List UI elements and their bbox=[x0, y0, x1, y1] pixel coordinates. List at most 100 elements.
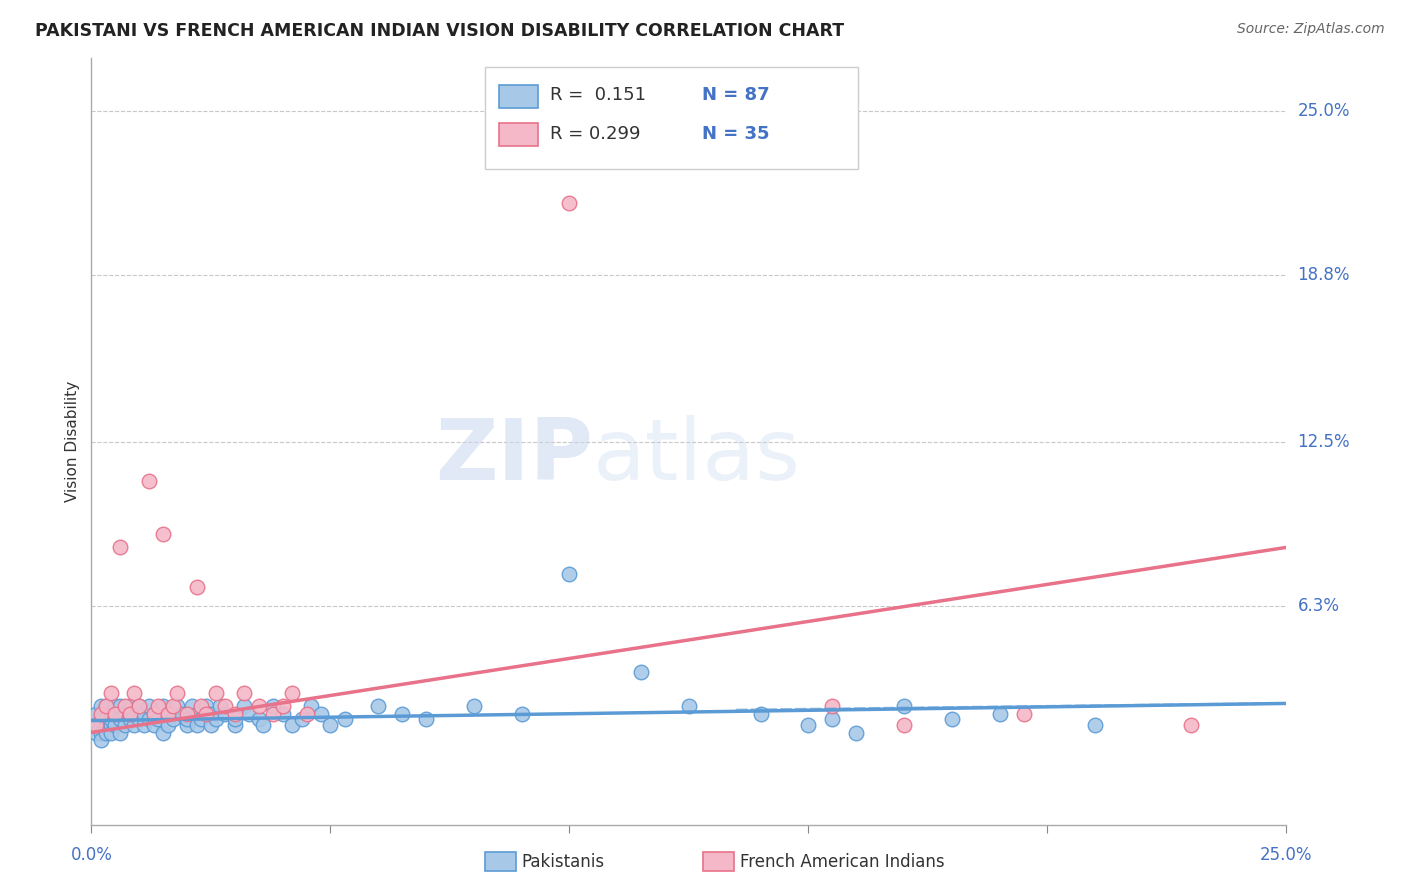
Text: 0.0%: 0.0% bbox=[70, 847, 112, 864]
Point bbox=[186, 706, 208, 721]
Point bbox=[299, 699, 322, 714]
Point bbox=[558, 566, 581, 581]
Point bbox=[333, 712, 356, 726]
Point bbox=[156, 706, 179, 721]
Point bbox=[271, 699, 294, 714]
Point bbox=[108, 712, 131, 726]
Point bbox=[128, 699, 150, 714]
Point bbox=[510, 706, 533, 721]
Point bbox=[1180, 717, 1202, 731]
Text: N = 35: N = 35 bbox=[702, 125, 769, 143]
Point bbox=[108, 725, 131, 739]
Point bbox=[176, 717, 198, 731]
Point bbox=[94, 712, 117, 726]
Text: 18.8%: 18.8% bbox=[1298, 266, 1350, 284]
Point bbox=[893, 699, 915, 714]
Point bbox=[94, 725, 117, 739]
Text: Source: ZipAtlas.com: Source: ZipAtlas.com bbox=[1237, 22, 1385, 37]
Text: French American Indians: French American Indians bbox=[740, 853, 945, 871]
Point bbox=[262, 706, 284, 721]
Point bbox=[367, 699, 389, 714]
Point bbox=[124, 717, 146, 731]
Point bbox=[309, 706, 332, 721]
Point bbox=[108, 699, 131, 714]
Point bbox=[463, 699, 485, 714]
Text: 25.0%: 25.0% bbox=[1260, 847, 1313, 864]
Text: Pakistanis: Pakistanis bbox=[522, 853, 605, 871]
Point bbox=[204, 712, 226, 726]
Point bbox=[152, 699, 174, 714]
Point bbox=[84, 725, 107, 739]
Point bbox=[749, 706, 772, 721]
Point bbox=[186, 580, 208, 594]
Point bbox=[90, 699, 112, 714]
Point bbox=[893, 717, 915, 731]
Point bbox=[132, 717, 155, 731]
Point bbox=[295, 706, 318, 721]
Text: PAKISTANI VS FRENCH AMERICAN INDIAN VISION DISABILITY CORRELATION CHART: PAKISTANI VS FRENCH AMERICAN INDIAN VISI… bbox=[35, 22, 844, 40]
Point bbox=[100, 717, 122, 731]
Point bbox=[186, 717, 208, 731]
Point bbox=[845, 725, 868, 739]
Point bbox=[90, 717, 112, 731]
Point bbox=[84, 717, 107, 731]
Point bbox=[156, 706, 179, 721]
Point bbox=[233, 686, 256, 700]
Point bbox=[166, 686, 188, 700]
Point bbox=[1084, 717, 1107, 731]
Point bbox=[118, 712, 141, 726]
Point bbox=[114, 717, 136, 731]
Point bbox=[132, 706, 155, 721]
Text: R =  0.151: R = 0.151 bbox=[550, 87, 645, 104]
Point bbox=[391, 706, 413, 721]
Text: atlas: atlas bbox=[593, 416, 801, 499]
Y-axis label: Vision Disability: Vision Disability bbox=[65, 381, 80, 502]
Point bbox=[142, 706, 165, 721]
Point bbox=[821, 712, 844, 726]
Point bbox=[176, 712, 198, 726]
Point bbox=[94, 699, 117, 714]
Point bbox=[281, 717, 304, 731]
Point bbox=[558, 196, 581, 211]
Point bbox=[108, 541, 131, 555]
Point bbox=[148, 699, 170, 714]
Point bbox=[94, 717, 117, 731]
Point bbox=[162, 712, 184, 726]
Point bbox=[224, 706, 246, 721]
Point bbox=[200, 706, 222, 721]
Point bbox=[209, 699, 232, 714]
Point bbox=[166, 699, 188, 714]
Text: 12.5%: 12.5% bbox=[1298, 433, 1350, 450]
Point bbox=[247, 712, 270, 726]
Point bbox=[84, 706, 107, 721]
Point bbox=[262, 699, 284, 714]
Point bbox=[162, 699, 184, 714]
Point bbox=[291, 712, 314, 726]
Point bbox=[678, 699, 700, 714]
Point bbox=[138, 474, 160, 488]
Point bbox=[94, 699, 117, 714]
Point bbox=[138, 699, 160, 714]
Point bbox=[94, 706, 117, 721]
Point bbox=[247, 699, 270, 714]
Point bbox=[100, 712, 122, 726]
Point bbox=[319, 717, 342, 731]
Point bbox=[104, 699, 127, 714]
Point bbox=[90, 706, 112, 721]
Point bbox=[124, 686, 146, 700]
Point bbox=[252, 717, 274, 731]
Point bbox=[118, 699, 141, 714]
Point bbox=[176, 706, 198, 721]
Point bbox=[104, 717, 127, 731]
Point bbox=[90, 733, 112, 747]
Point bbox=[100, 725, 122, 739]
Point bbox=[118, 706, 141, 721]
Point bbox=[152, 725, 174, 739]
Point bbox=[214, 706, 236, 721]
Point bbox=[128, 699, 150, 714]
Point bbox=[114, 706, 136, 721]
Point bbox=[204, 686, 226, 700]
Point bbox=[821, 699, 844, 714]
Point bbox=[138, 712, 160, 726]
Point bbox=[172, 706, 194, 721]
